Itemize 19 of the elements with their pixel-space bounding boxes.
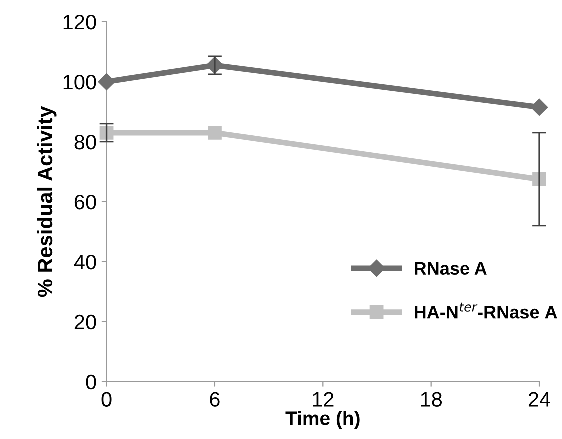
- legend-label: RNase A: [415, 262, 487, 275]
- point: [530, 98, 548, 116]
- y-tick-label: 80: [74, 134, 96, 150]
- legend-label: HA-N$^{ter}$-RNase A: [415, 302, 558, 319]
- point: [208, 126, 222, 140]
- x-tick-label: 24: [528, 392, 550, 407]
- y-tick-label: 120: [64, 14, 96, 30]
- x-tick-label: 12: [313, 392, 334, 407]
- y-tick-label: 60: [74, 194, 96, 210]
- x-axis-title: Time (h): [286, 411, 360, 430]
- x-tick-label: 6: [210, 392, 220, 407]
- point: [98, 73, 116, 90]
- y-tick-label: 0: [86, 374, 96, 390]
- y-tick-label: 100: [64, 74, 96, 90]
- y-axis-title: % Residual Activity: [37, 106, 57, 298]
- x-tick-label: 0: [102, 392, 112, 407]
- x-tick-label: 18: [421, 392, 442, 407]
- y-tick-label: 20: [74, 314, 96, 330]
- y-tick-label: 40: [74, 254, 96, 270]
